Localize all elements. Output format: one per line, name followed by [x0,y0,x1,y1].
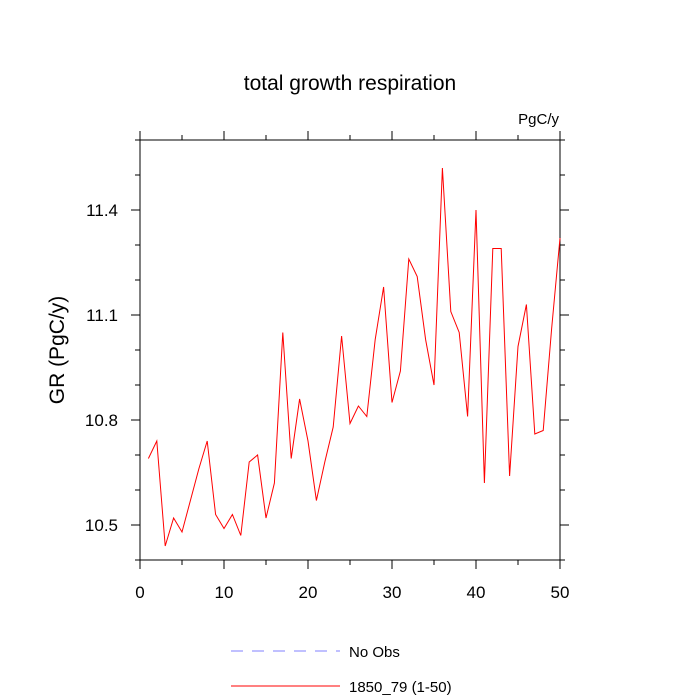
data-point [442,167,444,169]
data-point [559,237,561,239]
data-point [366,416,368,418]
data-point [467,416,469,418]
x-tick-label: 30 [383,583,402,602]
data-point [324,461,326,463]
data-point [534,433,536,435]
chart-title: total growth respiration [244,72,456,95]
data-point [223,528,225,530]
data-point [349,423,351,425]
data-point [425,339,427,341]
legend-label: No Obs [349,644,400,661]
data-point [475,209,477,211]
legend: No Obs 1850_79 (1-50) [231,644,452,696]
data-point [450,311,452,313]
y-tick-label: 10.5 [85,516,118,535]
data-point [416,276,418,278]
data-point [248,461,250,463]
data-point [408,258,410,260]
series-line [147,167,561,547]
data-point [433,384,435,386]
data-point [383,286,385,288]
y-tick-label: 11.4 [86,201,118,220]
data-point [265,517,267,519]
data-point [332,426,334,428]
data-point [526,304,528,306]
data-point [181,531,183,533]
data-point [391,402,393,404]
data-point [190,500,192,502]
data-point [173,517,175,519]
legend-label: 1850_79 (1-50) [349,679,452,696]
data-point [282,332,284,334]
data-point [198,468,200,470]
data-point [215,514,217,516]
data-point [458,332,460,334]
series-layer [147,167,561,547]
x-tick-label: 40 [467,583,486,602]
data-point [316,500,318,502]
x-tick-label: 20 [299,583,318,602]
x-tick-label: 0 [135,583,144,602]
units-label: PgC/y [518,111,559,128]
data-point [374,339,376,341]
data-point [400,370,402,372]
axis-tick-labels: 0 10 20 30 40 50 10.5 10.8 11.1 11.4 [85,201,570,602]
y-tick-label: 11.1 [86,306,118,325]
data-point [274,482,276,484]
data-point [232,514,234,516]
data-point [156,440,158,442]
data-point [500,248,502,250]
data-point [206,440,208,442]
data-point [148,458,150,460]
data-point [358,405,360,407]
data-point [542,430,544,432]
x-tick-label: 50 [551,583,570,602]
data-point [484,482,486,484]
data-point [257,454,259,456]
axis-ticks [131,131,569,569]
data-point [299,398,301,400]
x-tick-label: 10 [215,583,234,602]
plot-frame [139,139,561,561]
data-point [551,328,553,330]
data-point [492,248,494,250]
data-point [341,335,343,337]
y-tick-label: 10.8 [85,411,118,430]
data-point [517,346,519,348]
data-point [240,535,242,537]
y-axis-label: GR (PgC/y) [46,296,69,405]
data-point [509,475,511,477]
data-point [307,440,309,442]
data-point [164,545,166,547]
data-point [290,458,292,460]
